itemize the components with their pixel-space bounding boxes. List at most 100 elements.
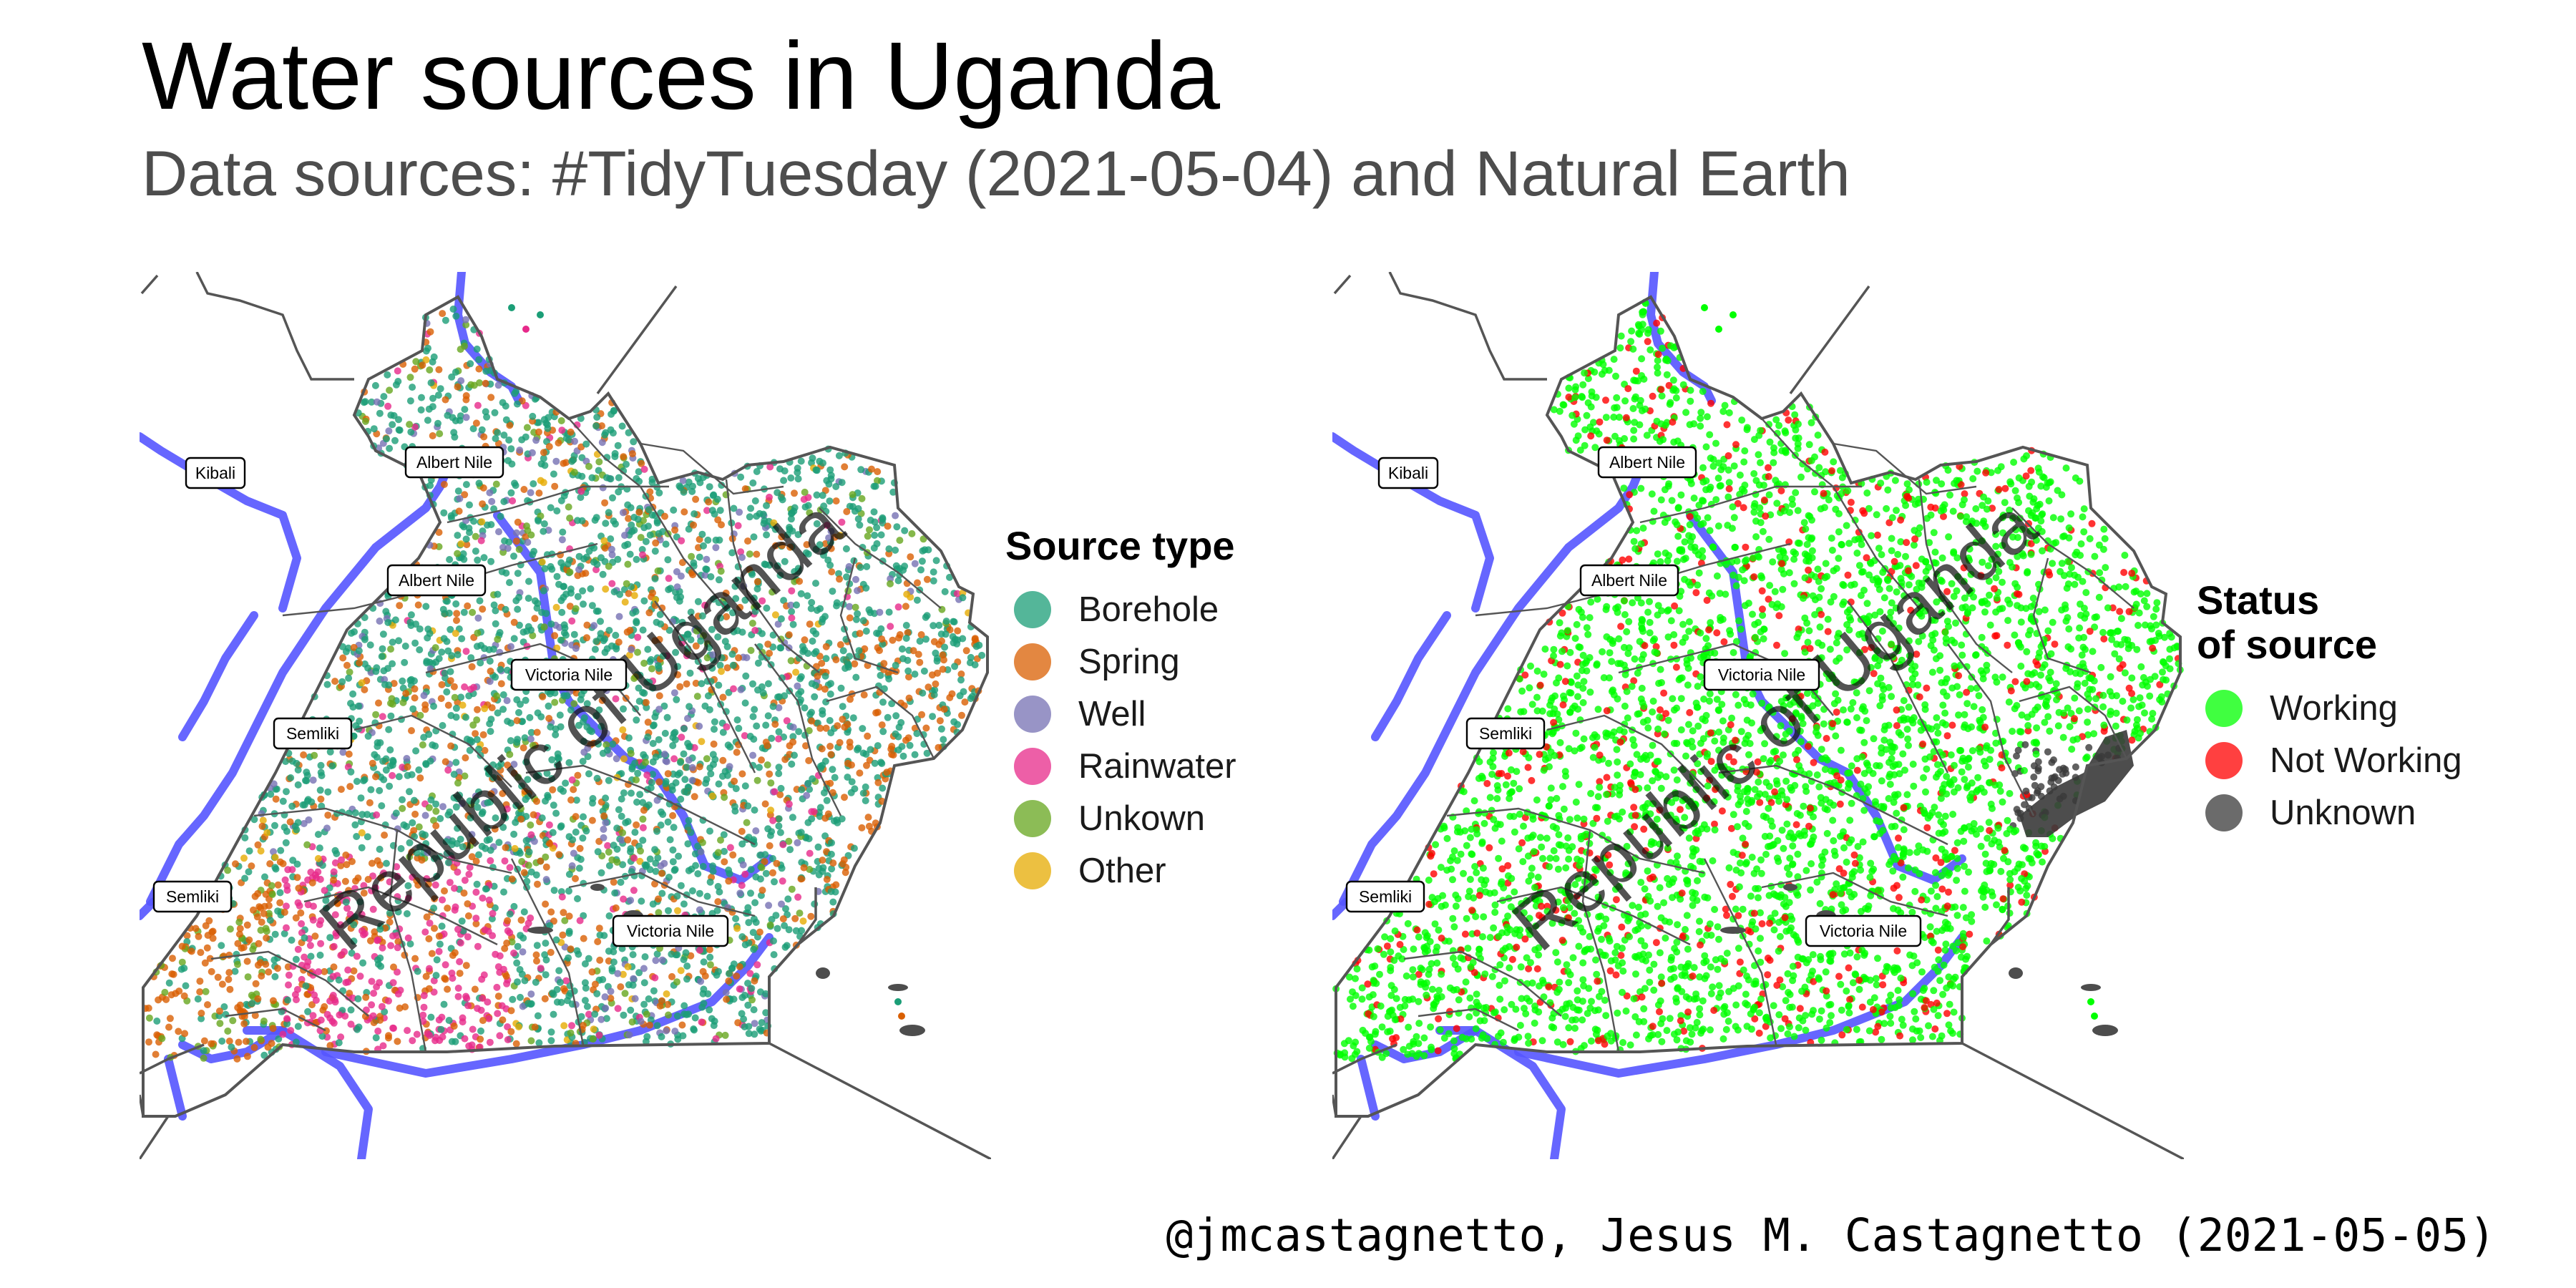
source-point — [260, 1051, 268, 1059]
source-point — [535, 1039, 543, 1047]
source-point — [800, 495, 808, 503]
source-point — [462, 754, 469, 762]
source-point — [879, 514, 887, 522]
source-point — [854, 587, 861, 595]
source-point — [649, 684, 657, 692]
source-point — [1504, 912, 1512, 920]
source-point — [611, 889, 619, 897]
source-point — [316, 786, 324, 794]
source-point — [284, 866, 292, 874]
source-point — [527, 735, 535, 743]
source-point — [426, 482, 434, 489]
source-point — [235, 918, 243, 926]
source-point — [1931, 804, 1938, 811]
source-point — [745, 1030, 753, 1038]
source-point — [774, 693, 781, 701]
source-point — [359, 959, 367, 967]
source-point — [781, 467, 789, 475]
source-point — [761, 858, 769, 866]
source-point — [259, 816, 267, 824]
source-point — [697, 637, 705, 645]
source-point — [2009, 728, 2016, 735]
source-point — [850, 844, 858, 852]
source-point — [1637, 879, 1645, 887]
source-point — [506, 929, 514, 937]
source-point — [726, 763, 733, 771]
source-point — [1775, 421, 1783, 429]
boundaries — [140, 272, 991, 1159]
source-point — [625, 514, 633, 522]
source-point — [585, 1010, 592, 1018]
source-point — [483, 824, 491, 832]
source-point — [922, 613, 930, 621]
source-point — [565, 503, 572, 511]
source-point — [416, 646, 424, 654]
source-point — [605, 848, 613, 856]
source-point — [326, 934, 334, 942]
source-point — [499, 790, 507, 797]
source-point — [686, 669, 694, 677]
source-point — [785, 631, 793, 639]
source-point — [435, 947, 443, 955]
source-point — [826, 466, 834, 474]
source-point — [439, 803, 447, 811]
source-point — [719, 728, 727, 736]
source-point — [413, 1030, 421, 1038]
source-point — [470, 683, 477, 691]
source-point — [486, 1038, 494, 1046]
source-point — [406, 788, 413, 796]
source-point — [412, 747, 420, 755]
source-point — [474, 556, 482, 564]
source-point — [1804, 638, 1812, 646]
source-point — [461, 491, 469, 499]
source-point — [337, 786, 345, 794]
source-point — [605, 509, 613, 517]
source-point — [250, 816, 258, 824]
source-point — [254, 889, 262, 897]
source-point — [438, 648, 446, 656]
source-point — [525, 862, 532, 869]
source-point — [680, 1002, 688, 1010]
source-point — [194, 995, 202, 1003]
source-point — [621, 990, 629, 997]
source-point — [874, 708, 882, 716]
source-point — [1612, 372, 1619, 380]
source-point — [628, 521, 635, 529]
source-point — [407, 611, 415, 619]
source-point — [685, 525, 693, 533]
source-point — [610, 958, 618, 966]
source-point — [922, 724, 930, 732]
source-point — [730, 960, 738, 968]
source-point — [631, 829, 639, 836]
source-point — [597, 634, 604, 642]
source-point — [268, 891, 276, 898]
source-point — [836, 641, 844, 648]
source-point — [797, 696, 804, 704]
source-point — [524, 538, 532, 546]
source-point — [570, 849, 577, 857]
source-point — [726, 869, 733, 877]
source-point — [379, 713, 386, 721]
source-point — [481, 926, 489, 934]
source-point — [497, 665, 504, 673]
source-point — [476, 597, 484, 605]
source-point — [497, 680, 505, 688]
source-point — [511, 844, 519, 852]
source-point — [559, 528, 567, 536]
source-point — [618, 836, 626, 844]
source-point — [477, 1006, 485, 1014]
source-point — [794, 839, 801, 847]
source-point — [741, 782, 749, 790]
source-point — [153, 1018, 161, 1025]
source-point — [835, 452, 843, 459]
source-point — [378, 1002, 386, 1010]
source-point — [530, 837, 538, 845]
source-point — [495, 528, 502, 536]
source-point — [794, 531, 802, 539]
source-point — [499, 1016, 507, 1024]
source-point — [701, 601, 709, 609]
source-point — [504, 761, 512, 769]
source-point — [706, 953, 714, 961]
source-point — [510, 761, 518, 769]
source-point — [260, 1018, 268, 1025]
